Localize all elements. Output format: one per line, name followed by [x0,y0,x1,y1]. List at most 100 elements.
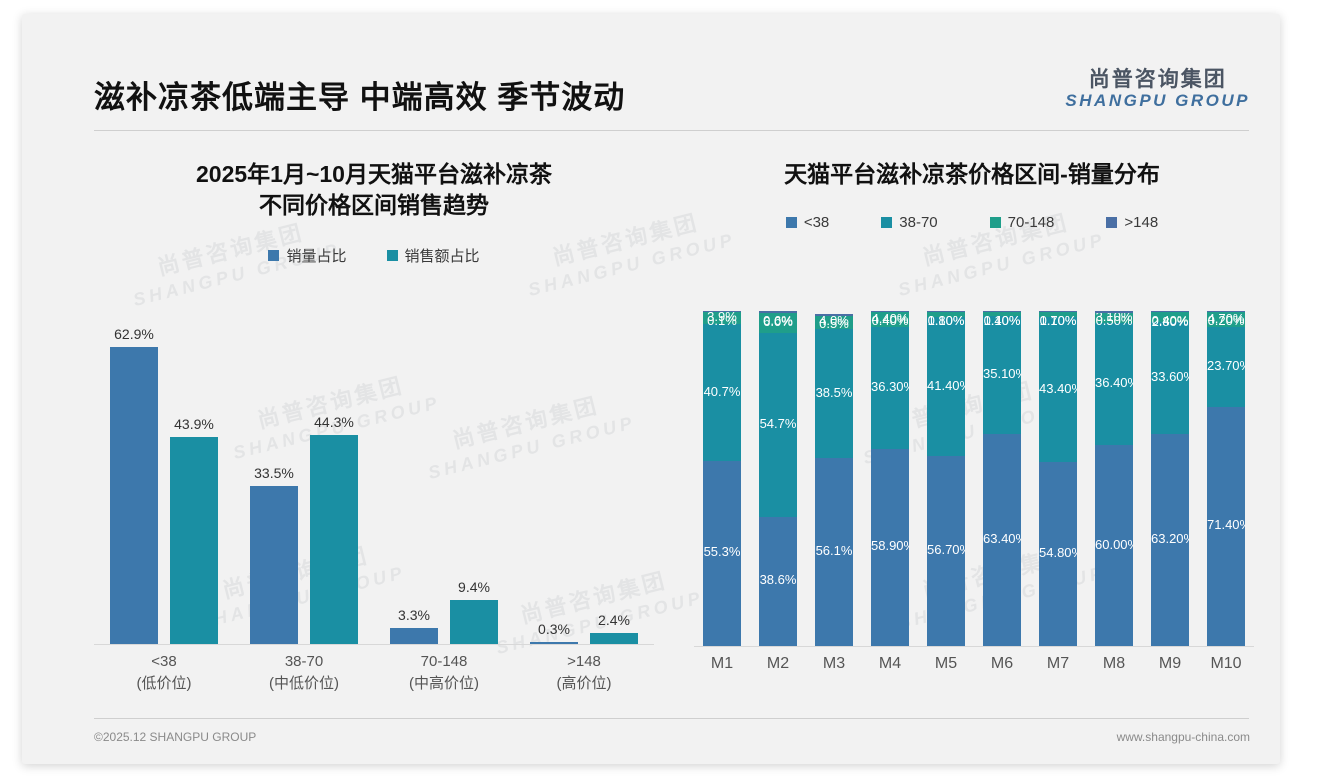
bar[interactable]: 62.9% [110,326,158,644]
segment-value-label: 56.1% [815,543,853,559]
segment-value-label: 56.70% [927,542,965,558]
segment-value-label: 54.7% [759,416,797,432]
x-axis-label-main: 70-148 [420,653,468,670]
stacked-bar-segment[interactable]: 43.40% [1039,317,1077,463]
stacked-bar-segment[interactable]: 60.00% [1095,445,1133,646]
stacked-bar-segment[interactable]: 54.7% [759,333,797,517]
stacked-bar-segment[interactable]: 38.6% [759,516,797,646]
stacked-bar-segment[interactable]: 0.40% [1151,311,1189,328]
stacked-bar[interactable]: 55.3% 40.7% 3.9% 0.1% [703,308,741,646]
bar-fill [530,642,578,644]
stacked-bar-segment[interactable]: 33.60% [1151,321,1189,435]
stacked-bar-segment[interactable]: 63.40% [983,433,1021,646]
legend-swatch-icon [785,217,797,229]
stacked-bar-segment[interactable]: 1.80% [927,311,965,328]
stacked-bar-segment[interactable]: 4.70% [1207,310,1245,328]
bar-fill [110,347,158,644]
legend-item-<38[interactable]: <38 [785,214,829,231]
stacked-bar-segment[interactable]: 4.40% [871,311,909,328]
stacked-bar-segment[interactable]: 40.7% [703,324,741,461]
stacked-bar-segment[interactable]: 1.70% [1039,311,1077,328]
stacked-bar-segment[interactable]: 0.6% [759,311,797,328]
bar-group: 33.5% 44.3% [234,314,374,644]
stacked-bar[interactable]: 54.80% 43.40% 1.70%0.10% [1039,311,1077,646]
segment-value-label: 3.9% [707,308,737,324]
stacked-bar-segment[interactable]: 23.70% [1207,327,1245,407]
slide-canvas: 尚普咨询集团 SHANGPU GROUP 尚普咨询集团 SHANGPU GROU… [22,14,1280,764]
stacked-bar-segment[interactable]: 54.80% [1039,462,1077,646]
stacked-bar-segment[interactable]: 55.3% [703,460,741,646]
header-divider [94,130,1249,131]
x-axis-line [694,646,1254,647]
x-axis-category-label: 70-148 (中高价位) [374,651,514,695]
legend-item-销量占比[interactable]: 销量占比 [268,245,347,266]
x-axis-label-sub: (中高价位) [409,674,479,692]
stacked-bar-segment[interactable]: 56.70% [927,456,965,646]
stacked-bar[interactable]: 63.20% 33.60% 2.80%0.40% [1151,311,1189,646]
bar[interactable]: 44.3% [310,414,358,644]
stacked-bar-segment[interactable]: 63.20% [1151,434,1189,646]
bar[interactable]: 43.9% [170,416,218,644]
segment-value-label: 0.5% [819,316,849,332]
bar-value-label: 2.4% [598,611,630,628]
stacked-bar-segment[interactable]: 71.40% [1207,406,1245,646]
bar[interactable]: 0.3% [530,621,578,644]
chart-panel-volume-distribution: 天猫平台滋补凉茶价格区间-销量分布 <38 38-70 70-148 >148 55.… [684,139,1260,704]
x-axis-month-label: M5 [934,655,958,672]
segment-value-label: 0.1% [707,313,737,329]
bar[interactable]: 33.5% [250,465,298,644]
x-axis-line [94,644,654,645]
stacked-bar-segment[interactable]: 0.40% [871,311,909,328]
stacked-bar-segment[interactable]: 0.50% [1095,311,1133,328]
segment-value-label: 41.40% [927,377,965,393]
segment-value-label: 0.40% [1151,313,1189,329]
segment-value-label: 58.90% [871,538,909,554]
stacked-bar[interactable]: 58.90% 36.30% 4.40%0.40% [871,311,909,646]
stacked-bar[interactable]: 56.70% 41.40% 1.80%0.10% [927,311,965,646]
footer-copyright: ©2025.12 SHANGPU GROUP [94,730,257,744]
legend-item->148[interactable]: >148 [1106,214,1158,231]
legend-item-销售额占比[interactable]: 销售额占比 [386,245,480,266]
x-axis-month-label: M3 [822,655,846,672]
bar-value-label: 33.5% [254,465,294,482]
segment-value-label: 1.70% [1039,313,1077,329]
stacked-bar-segment[interactable]: 56.1% [815,458,853,646]
bar[interactable]: 9.4% [450,579,498,644]
segment-value-label: 6.0% [763,314,793,330]
bar[interactable]: 3.3% [390,607,438,644]
bar-fill [170,437,218,644]
stacked-bar-segment[interactable]: 0.5% [815,314,853,331]
footer-divider [94,718,1249,719]
legend-item-70-148[interactable]: 70-148 [989,214,1054,231]
stacked-bar-segment[interactable]: 35.10% [983,316,1021,434]
stacked-bar-segment[interactable]: 1.40% [983,311,1021,328]
stacked-bar-segment[interactable]: 41.40% [927,317,965,457]
chart-title-line1: 2025年1月~10月天猫平台滋补凉茶 [196,161,552,187]
segment-value-label: 0.40% [871,313,909,329]
segment-value-label: 4.70% [1207,310,1245,326]
brand-name-cn: 尚普咨询集团 [1088,68,1227,91]
stacked-bar-segment[interactable]: 3.9% [703,308,741,325]
stacked-bar[interactable]: 71.40% 23.70% 4.70%0.20% [1207,311,1245,646]
x-axis-month-label: M4 [878,655,902,672]
stacked-bar[interactable]: 38.6% 54.7% 6.0% 0.6% [759,311,797,646]
bar[interactable]: 2.4% [590,612,638,644]
stacked-bar[interactable]: 60.00%36.40%3.10%0.50% [1095,309,1133,646]
stacked-bar-segment[interactable]: 58.90% [871,448,909,646]
stacked-bar-segment[interactable]: 2.80% [1151,312,1189,329]
stacked-bar-segment[interactable]: 6.0% [759,313,797,334]
legend-label: 销量占比 [286,248,347,266]
stacked-bar-segment[interactable]: 36.40% [1095,323,1133,445]
segment-value-label: 43.40% [1039,380,1077,396]
stacked-bar[interactable]: 56.1% 38.5% 4.0% 0.5% [815,311,853,646]
segment-value-label: 2.80% [1151,314,1189,330]
legend-item-38-70[interactable]: 38-70 [881,214,938,231]
stacked-bar-segment[interactable]: 4.0% [815,313,853,330]
segment-value-label: 71.40% [1207,517,1245,533]
stacked-bar[interactable]: 63.40% 35.10% 1.40%0.10% [983,311,1021,646]
stacked-bar-segment[interactable]: 36.30% [871,327,909,449]
stacked-bar-segment[interactable]: 38.5% [815,329,853,459]
stacked-bar-segment[interactable]: 0.20% [1207,311,1245,328]
x-axis-month-label: M1 [710,655,734,672]
segment-value-label: 0.50% [1095,313,1133,329]
